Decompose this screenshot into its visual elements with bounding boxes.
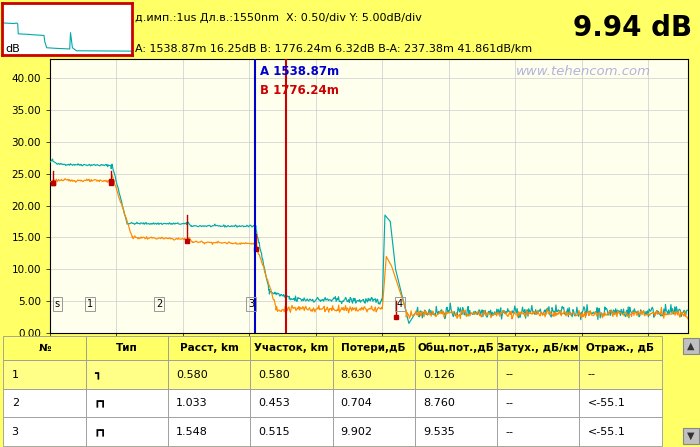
Text: A 1538.87m: A 1538.87m — [260, 65, 339, 78]
Text: km: km — [691, 344, 700, 354]
Text: 3: 3 — [248, 299, 254, 309]
Text: 1: 1 — [87, 299, 93, 309]
Text: 4: 4 — [396, 299, 402, 309]
Text: д.имп.:1us Дл.в.:1550nm  X: 0.50/div Y: 5.00dB/div: д.имп.:1us Дл.в.:1550nm X: 0.50/div Y: 5… — [135, 13, 422, 22]
Text: A: 1538.87m 16.25dB B: 1776.24m 6.32dB B-A: 237.38m 41.861dB/km: A: 1538.87m 16.25dB B: 1776.24m 6.32dB B… — [135, 44, 532, 55]
Bar — [683, 338, 699, 354]
Text: s: s — [55, 299, 60, 309]
Text: 9.94 dB: 9.94 dB — [573, 14, 692, 42]
Bar — [683, 428, 699, 444]
Text: www.tehencom.com: www.tehencom.com — [516, 65, 651, 78]
Text: 2: 2 — [156, 299, 162, 309]
Text: ▼: ▼ — [687, 431, 694, 441]
Text: B 1776.24m: B 1776.24m — [260, 84, 339, 97]
Text: ▲: ▲ — [687, 341, 694, 351]
Text: dB: dB — [6, 43, 20, 54]
